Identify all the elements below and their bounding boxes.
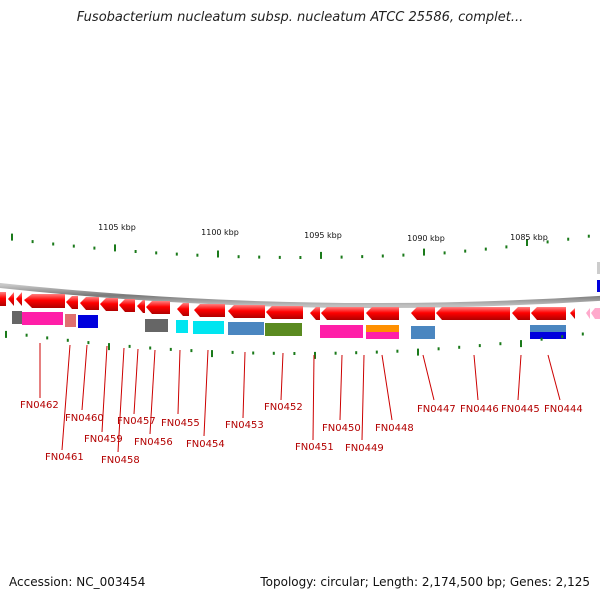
leader-line <box>547 354 561 401</box>
gene-label-fn0447[interactable]: FN0447 <box>417 404 456 415</box>
ruler-label-1090: 1090 kbp <box>407 234 445 243</box>
leader-line <box>280 352 284 401</box>
gene-arrow[interactable] <box>80 297 99 310</box>
gene-label-fn0448[interactable]: FN0448 <box>375 423 414 434</box>
gene-arrow[interactable] <box>436 307 510 320</box>
feature-block <box>320 325 363 338</box>
feature-block <box>530 325 566 332</box>
gene-labels: FN0462 FN0461 FN0460 FN0459 FN0458 FN045… <box>20 400 583 466</box>
gene-arrow[interactable] <box>266 306 303 319</box>
leader-line <box>81 344 88 411</box>
gene-label-fn0450[interactable]: FN0450 <box>322 423 361 434</box>
leader-line <box>361 354 365 441</box>
feature-block <box>145 319 168 332</box>
leader-line <box>133 348 139 415</box>
ruler-label-1085: 1085 kbp <box>510 233 548 242</box>
gene-arrow[interactable] <box>228 305 265 318</box>
gene-label-fn0454[interactable]: FN0454 <box>186 439 225 450</box>
gene-arrow[interactable] <box>177 303 189 316</box>
feature-block <box>193 321 224 334</box>
gene-arrow-pink[interactable] <box>591 308 600 319</box>
ruler: 1105 kbp 1100 kbp 1095 kbp 1090 kbp 1085… <box>11 223 590 259</box>
gene-label-fn0456[interactable]: FN0456 <box>134 437 173 448</box>
feature-block <box>366 332 399 339</box>
gene-arrow[interactable] <box>119 299 135 312</box>
ruler-label-1105: 1105 kbp <box>98 223 136 232</box>
gene-label-fn0455[interactable]: FN0455 <box>161 418 200 429</box>
gene-arrow[interactable] <box>531 307 566 320</box>
leader-lines <box>39 343 561 453</box>
leader-line <box>61 344 71 451</box>
ruler-label-1100: 1100 kbp <box>201 228 239 237</box>
feature-blocks <box>12 311 566 339</box>
gene-label-fn0460[interactable]: FN0460 <box>65 413 104 424</box>
gene-arrow[interactable] <box>310 307 320 320</box>
gene-arrow[interactable] <box>512 307 530 320</box>
gene-arrow[interactable] <box>366 307 399 320</box>
leader-line <box>473 354 479 401</box>
backbone-end-blue <box>597 280 600 292</box>
accession-text: Accession: NC_003454 <box>9 575 146 589</box>
gene-arrow-pink[interactable] <box>586 308 590 319</box>
leader-line <box>242 351 246 419</box>
feature-block <box>411 326 435 339</box>
ruler-ticks <box>11 233 590 259</box>
feature-block <box>12 311 22 324</box>
gene-label-fn0444[interactable]: FN0444 <box>544 404 583 415</box>
feature-block <box>176 320 188 333</box>
gene-label-fn0446[interactable]: FN0446 <box>460 404 499 415</box>
gene-label-fn0451[interactable]: FN0451 <box>295 442 334 453</box>
leader-line <box>203 349 209 437</box>
feature-block <box>530 332 566 339</box>
feature-block <box>78 315 98 328</box>
gene-label-fn0453[interactable]: FN0453 <box>225 420 264 431</box>
leader-line <box>177 349 181 415</box>
topology-text: Topology: circular; Length: 2,174,500 bp… <box>260 575 590 589</box>
gene-label-fn0457[interactable]: FN0457 <box>117 416 156 427</box>
leader-line <box>149 349 156 435</box>
gene-arrow[interactable] <box>146 301 170 314</box>
feature-block <box>22 312 63 325</box>
gene-arrow[interactable] <box>411 307 435 320</box>
gene-arrow[interactable] <box>8 292 14 306</box>
gene-label-fn0449[interactable]: FN0449 <box>345 443 384 454</box>
gene-arrow[interactable] <box>24 294 65 308</box>
gene-label-fn0459[interactable]: FN0459 <box>84 434 123 445</box>
leader-line <box>312 354 315 441</box>
gene-label-fn0452[interactable]: FN0452 <box>264 402 303 413</box>
gene-arrow[interactable] <box>66 296 78 309</box>
backbone-end-gray <box>597 262 600 274</box>
gene-arrow[interactable] <box>137 300 145 313</box>
ruler-label-1095: 1095 kbp <box>304 231 342 240</box>
gene-arrow[interactable] <box>321 307 364 320</box>
feature-block <box>65 314 76 327</box>
leader-line <box>422 354 435 401</box>
map-title: Fusobacterium nucleatum subsp. nucleatum… <box>76 10 524 25</box>
gene-arrow[interactable] <box>0 292 6 306</box>
leader-line <box>117 347 125 453</box>
leader-line <box>381 354 393 421</box>
gene-label-fn0458[interactable]: FN0458 <box>101 455 140 466</box>
feature-block <box>366 325 399 332</box>
genome-backbone <box>0 283 600 309</box>
gene-label-fn0462[interactable]: FN0462 <box>20 400 59 411</box>
lower-ticks <box>5 330 584 359</box>
gene-arrow[interactable] <box>194 304 225 317</box>
gene-arrows <box>0 292 600 320</box>
gene-arrow[interactable] <box>100 298 118 311</box>
leader-line <box>517 354 522 401</box>
gene-label-fn0445[interactable]: FN0445 <box>501 404 540 415</box>
leader-line <box>101 345 108 433</box>
gene-arrow[interactable] <box>16 292 22 306</box>
leader-line <box>339 354 343 421</box>
gene-label-fn0461[interactable]: FN0461 <box>45 452 84 463</box>
feature-block <box>228 322 264 335</box>
feature-block <box>265 323 302 336</box>
gene-arrow[interactable] <box>570 308 575 319</box>
